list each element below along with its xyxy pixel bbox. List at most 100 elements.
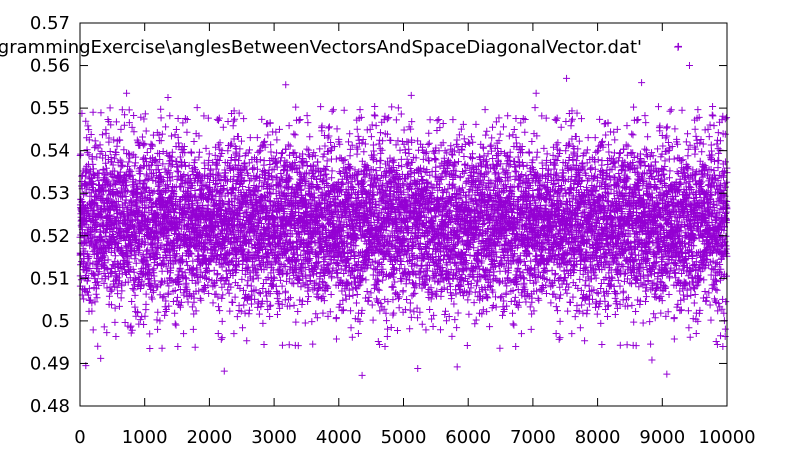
data-point [196, 294, 204, 302]
data-point [89, 326, 97, 334]
data-point [141, 140, 149, 148]
data-point [233, 313, 241, 321]
data-point [107, 206, 115, 214]
data-point [376, 341, 384, 349]
data-point [253, 165, 261, 173]
data-point [292, 103, 300, 111]
data-point [125, 106, 133, 114]
data-point [100, 279, 108, 287]
data-point [309, 340, 317, 348]
data-point [121, 177, 129, 185]
data-point [167, 132, 175, 140]
data-point [189, 325, 197, 333]
data-point [77, 276, 85, 284]
data-point [104, 196, 112, 204]
data-point [117, 163, 125, 171]
data-point [87, 131, 95, 139]
data-point [106, 104, 114, 112]
data-point [110, 247, 118, 255]
data-point [281, 289, 289, 297]
data-point [335, 168, 343, 176]
data-point [85, 285, 93, 293]
data-point [111, 167, 119, 175]
data-point [259, 319, 267, 327]
data-point [260, 341, 268, 349]
data-point [383, 317, 391, 325]
data-point [245, 310, 253, 318]
data-point [116, 168, 124, 176]
data-point [193, 104, 201, 112]
data-point [264, 131, 272, 139]
data-point [103, 176, 111, 184]
data-point [218, 334, 226, 342]
data-point [121, 266, 129, 274]
data-points [76, 42, 731, 379]
data-point [319, 309, 327, 317]
data-point [89, 165, 97, 173]
data-point [254, 303, 262, 311]
data-point [121, 111, 129, 119]
data-point [107, 121, 115, 129]
data-point [86, 259, 94, 267]
data-point [142, 127, 150, 135]
data-point [106, 148, 114, 156]
data-point [127, 322, 135, 330]
data-point [292, 318, 300, 326]
data-point [111, 318, 119, 326]
data-point [118, 280, 126, 288]
data-point [384, 325, 392, 333]
data-point [258, 115, 266, 123]
data-point [85, 126, 93, 134]
data-point [95, 281, 103, 289]
data-point [188, 303, 196, 311]
data-point [109, 198, 117, 206]
data-point [115, 173, 123, 181]
data-point [304, 297, 312, 305]
data-point [125, 158, 133, 166]
data-point [310, 271, 318, 279]
data-point [154, 325, 162, 333]
data-point [119, 161, 127, 169]
data-point [157, 105, 165, 113]
data-point [129, 284, 137, 292]
data-point [327, 291, 335, 299]
data-point [314, 293, 322, 301]
data-point [93, 203, 101, 211]
data-point [371, 103, 379, 111]
data-point [201, 164, 209, 172]
data-point [369, 141, 377, 149]
data-point [78, 109, 86, 117]
data-point [119, 249, 127, 257]
data-point [231, 115, 239, 123]
data-point [312, 310, 320, 318]
data-point [325, 132, 333, 140]
data-point [101, 272, 109, 280]
data-point [266, 312, 274, 320]
data-point [377, 157, 385, 165]
data-point [84, 291, 92, 299]
data-point [218, 294, 226, 302]
data-point [328, 174, 336, 182]
data-point [332, 335, 340, 343]
data-point [141, 176, 149, 184]
data-point [358, 309, 366, 317]
data-point [248, 300, 256, 308]
data-point [99, 165, 107, 173]
data-point [230, 117, 238, 125]
data-point [291, 131, 299, 139]
data-point [346, 130, 354, 138]
data-point [91, 298, 99, 306]
data-point [141, 110, 149, 118]
data-point [112, 333, 120, 341]
data-point [91, 271, 99, 279]
data-point [255, 310, 263, 318]
data-point [188, 149, 196, 157]
data-point [381, 342, 389, 350]
data-point [230, 330, 238, 338]
data-point [137, 113, 145, 121]
data-point [162, 123, 170, 131]
data-point [93, 193, 101, 201]
data-point [375, 140, 383, 148]
data-point [130, 286, 138, 294]
